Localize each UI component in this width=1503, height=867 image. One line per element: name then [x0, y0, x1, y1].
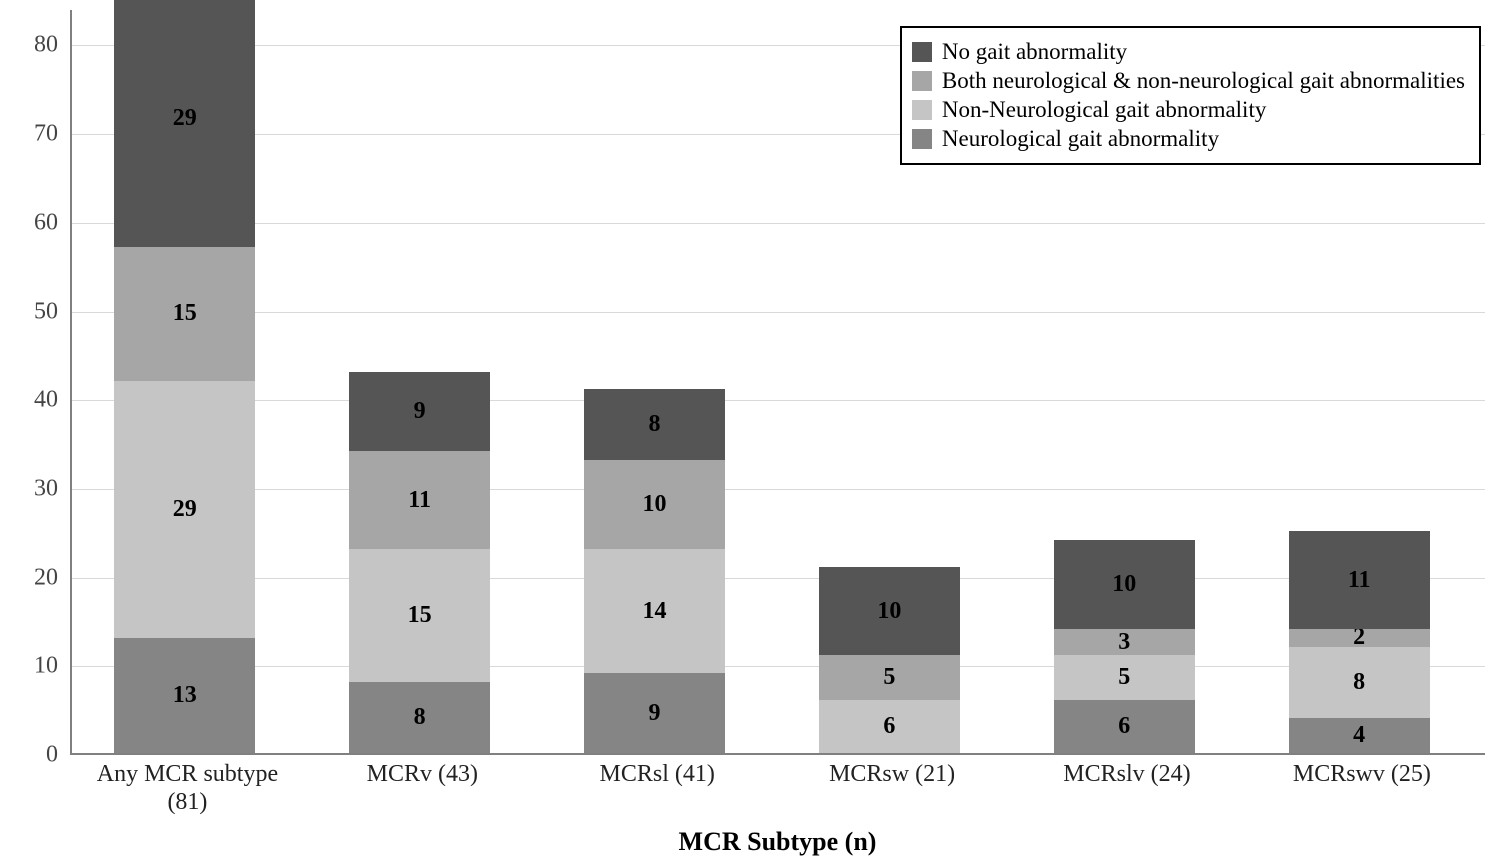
bar-value-label: 14 — [643, 598, 667, 625]
y-tick-label: 20 — [0, 564, 58, 591]
bar-value-label: 5 — [1118, 664, 1130, 691]
bar-segment-both: 15 — [114, 247, 255, 380]
bar-value-label: 4 — [1353, 722, 1365, 749]
bar-value-label: 10 — [643, 491, 667, 518]
y-tick-label: 80 — [0, 32, 58, 59]
bar-segment-nonneuro: 14 — [584, 549, 725, 673]
legend-label: No gait abnormality — [942, 39, 1127, 65]
bar-value-label: 5 — [883, 664, 895, 691]
bar-segment-none: 11 — [1289, 531, 1430, 629]
y-tick-label: 60 — [0, 209, 58, 236]
legend-swatch-icon — [912, 100, 932, 120]
x-category-label-line: MCRslv (24) — [1010, 761, 1245, 789]
bar-value-label: 29 — [173, 105, 197, 132]
legend-swatch-icon — [912, 129, 932, 149]
legend-item: Both neurological & non-neurological gai… — [912, 68, 1465, 94]
x-category-label: MCRsl (41) — [540, 761, 775, 789]
stacked-bar-chart: 13 29 15 29 8 15 11 9 9 14 10 8 6 5 10 6 5 3 10 4 8 2 11 0 10 20 3… — [0, 0, 1503, 867]
x-category-label-line: Any MCR subtype — [70, 761, 305, 789]
bar-value-label: 8 — [649, 411, 661, 438]
bar-segment-none: 8 — [584, 389, 725, 460]
x-category-label: MCRswv (25) — [1244, 761, 1479, 789]
bar-segment-none: 10 — [1054, 540, 1195, 629]
bar-value-label: 6 — [1118, 713, 1130, 740]
y-tick-label: 70 — [0, 121, 58, 148]
bar: 13 29 15 29 — [114, 0, 255, 753]
bar: 4 8 2 11 — [1289, 531, 1430, 753]
x-category-label: MCRslv (24) — [1010, 761, 1245, 789]
bar-value-label: 10 — [1112, 571, 1136, 598]
bar-value-label: 15 — [173, 300, 197, 327]
bar-value-label: 10 — [877, 598, 901, 625]
legend-item: Neurological gait abnormality — [912, 126, 1465, 152]
legend-label: Neurological gait abnormality — [942, 126, 1219, 152]
bar-segment-nonneuro: 5 — [1054, 655, 1195, 699]
bar-value-label: 11 — [1348, 567, 1371, 594]
bar-segment-none: 9 — [349, 372, 490, 452]
legend-label: Both neurological & non-neurological gai… — [942, 68, 1465, 94]
bar: 6 5 10 — [819, 567, 960, 753]
bar: 8 15 11 9 — [349, 372, 490, 753]
legend-swatch-icon — [912, 42, 932, 62]
gridline — [72, 400, 1485, 401]
x-axis-title: MCR Subtype (n) — [70, 827, 1485, 857]
bar-segment-both: 10 — [584, 460, 725, 549]
x-category-label-line: (81) — [70, 789, 305, 817]
bar-segment-nonneuro: 6 — [819, 700, 960, 753]
bar-segment-none: 29 — [114, 0, 255, 247]
bar-value-label: 9 — [649, 700, 661, 727]
legend-item: No gait abnormality — [912, 39, 1465, 65]
bar-value-label: 3 — [1118, 629, 1130, 656]
y-tick-label: 30 — [0, 475, 58, 502]
gridline — [72, 666, 1485, 667]
x-category-label: Any MCR subtype(81) — [70, 761, 305, 816]
legend-item: Non-Neurological gait abnormality — [912, 97, 1465, 123]
bar-segment-neuro: 6 — [1054, 700, 1195, 753]
bar-value-label: 15 — [408, 602, 432, 629]
gridline — [72, 489, 1485, 490]
x-category-label: MCRsw (21) — [775, 761, 1010, 789]
bar-segment-neuro: 13 — [114, 638, 255, 753]
x-category-label: MCRv (43) — [305, 761, 540, 789]
bar-segment-both: 2 — [1289, 629, 1430, 647]
bar-value-label: 13 — [173, 682, 197, 709]
bar-segment-nonneuro: 15 — [349, 549, 490, 682]
x-category-label-line: MCRswv (25) — [1244, 761, 1479, 789]
bar-value-label: 8 — [414, 704, 426, 731]
bar-segment-nonneuro: 29 — [114, 381, 255, 638]
y-tick-label: 40 — [0, 387, 58, 414]
x-category-label-line: MCRsw (21) — [775, 761, 1010, 789]
bar-segment-both: 11 — [349, 451, 490, 549]
legend-label: Non-Neurological gait abnormality — [942, 97, 1266, 123]
bar-segment-none: 10 — [819, 567, 960, 656]
gridline — [72, 578, 1485, 579]
bar-segment-both: 5 — [819, 655, 960, 699]
y-tick-label: 10 — [0, 653, 58, 680]
x-category-label-line: MCRv (43) — [305, 761, 540, 789]
gridline — [72, 223, 1485, 224]
legend-swatch-icon — [912, 71, 932, 91]
bar-segment-both: 3 — [1054, 629, 1195, 656]
bar: 9 14 10 8 — [584, 389, 725, 753]
bar-value-label: 6 — [883, 713, 895, 740]
bar-value-label: 29 — [173, 496, 197, 523]
bar-segment-neuro: 9 — [584, 673, 725, 753]
gridline — [72, 312, 1485, 313]
x-category-label-line: MCRsl (41) — [540, 761, 775, 789]
y-tick-label: 0 — [0, 742, 58, 769]
bar: 6 5 3 10 — [1054, 540, 1195, 753]
bar-segment-neuro: 8 — [349, 682, 490, 753]
bar-value-label: 9 — [414, 398, 426, 425]
legend: No gait abnormality Both neurological & n… — [900, 26, 1481, 165]
bar-segment-nonneuro: 8 — [1289, 647, 1430, 718]
bar-segment-neuro: 4 — [1289, 718, 1430, 753]
bar-value-label: 8 — [1353, 669, 1365, 696]
y-tick-label: 50 — [0, 298, 58, 325]
bar-value-label: 11 — [408, 487, 431, 514]
